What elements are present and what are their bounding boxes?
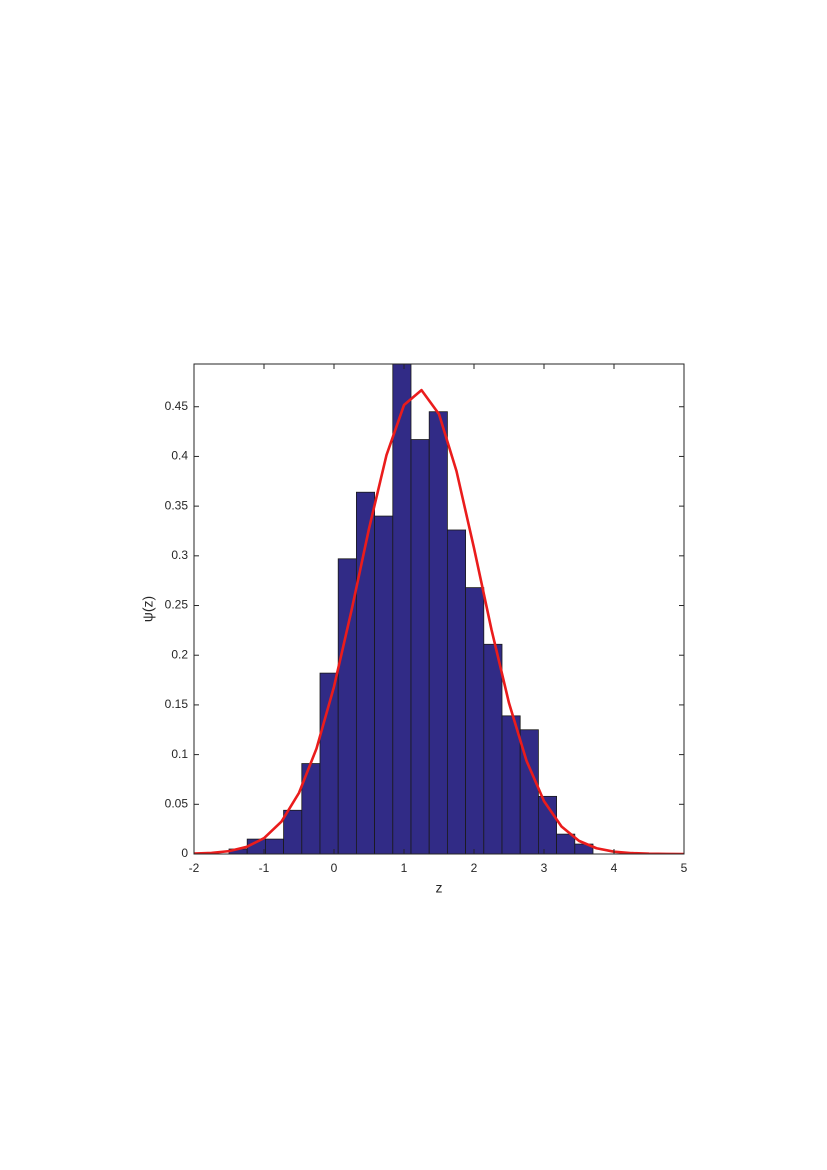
y-tick-label: 0 (181, 846, 188, 860)
x-tick-label: 2 (471, 861, 478, 875)
x-tick-label: 3 (541, 861, 548, 875)
x-tick-label: -1 (259, 861, 270, 875)
x-tick-label: -2 (189, 861, 200, 875)
bar (410, 439, 430, 854)
y-tick-label: 0.4 (171, 449, 188, 463)
x-tick-label: 0 (331, 861, 338, 875)
x-tick-label: 5 (681, 861, 688, 875)
curve-layer (194, 388, 684, 854)
y-tick-label: 0.05 (165, 796, 189, 810)
bar (264, 838, 284, 854)
x-axis-label: z (436, 880, 443, 896)
x-tick-label: 4 (611, 861, 618, 875)
bar (446, 529, 466, 854)
fit-curve (194, 388, 684, 854)
y-tick-label: 0.35 (165, 498, 189, 512)
bar (483, 643, 503, 854)
y-tick-label: 0.3 (171, 548, 188, 562)
y-axis-label: ψ(z) (140, 596, 156, 622)
y-tick-label: 0.25 (165, 598, 189, 612)
bar (374, 515, 394, 854)
y-tick-label: 0.1 (171, 747, 188, 761)
bar (428, 411, 448, 854)
bars (228, 364, 594, 854)
y-tick-label: 0.2 (171, 647, 188, 661)
axes-box (193, 363, 685, 855)
bar (501, 715, 521, 854)
bar (556, 833, 576, 854)
bar (465, 587, 485, 854)
y-tick-label: 0.45 (165, 399, 189, 413)
y-tick-label: 0.15 (165, 697, 189, 711)
bar (283, 809, 303, 854)
x-tick-label: 1 (401, 861, 408, 875)
